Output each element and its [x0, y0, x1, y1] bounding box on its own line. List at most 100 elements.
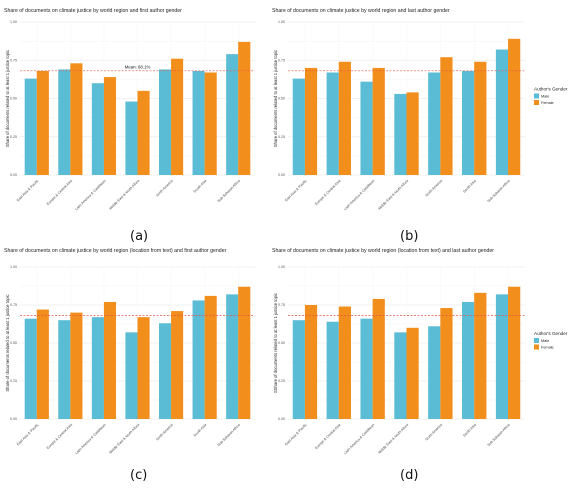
x-tick-label: East Asia & Pacific	[16, 423, 40, 447]
bar-female	[238, 41, 251, 175]
bar-female	[304, 305, 318, 419]
x-tick-label: Sub-Saharan Africa	[217, 423, 241, 447]
x-tick-label: East Asia & Pacific	[16, 179, 40, 203]
chart-title: Share of documents on climate justice by…	[272, 248, 494, 254]
mean-label: Mean: 68.1%	[125, 64, 151, 69]
bar-female	[508, 286, 521, 419]
bar-female	[204, 295, 217, 419]
bar-male	[158, 69, 172, 175]
y-tick-label: 0.75	[278, 58, 285, 62]
bar-female	[171, 311, 184, 419]
bar-female	[171, 58, 184, 175]
bar-female	[103, 77, 117, 175]
bar-male	[495, 49, 509, 175]
y-tick-label: 0.25	[278, 135, 285, 139]
bar-female	[238, 286, 251, 419]
bar-female	[137, 90, 150, 175]
y-tick-label: 0.00	[10, 417, 17, 421]
x-tick-label: Middle East & North Africa	[377, 423, 409, 455]
panel-tag-d: (d)	[400, 468, 419, 483]
x-tick-label: East Asia & Pacific	[284, 423, 308, 447]
y-axis-label: Share of documents related to at least 1…	[5, 294, 10, 391]
bar-male	[58, 69, 71, 175]
x-tick-label: South Asia	[193, 423, 208, 438]
x-tick-label: South Asia	[462, 423, 477, 438]
y-tick-label: 0.50	[10, 97, 17, 101]
y-tick-label: 1.00	[278, 265, 285, 269]
panel-tag-b: (b)	[400, 229, 419, 244]
y-tick-label: 1.00	[278, 20, 285, 24]
legend: Author's Gender Male Female	[534, 87, 568, 105]
legend-swatch-male	[534, 93, 539, 99]
bar-female	[406, 327, 419, 419]
bar-male	[226, 294, 239, 419]
x-tick-label: South Asia	[462, 179, 477, 194]
x-tick-label: Europe & Central Asia	[314, 179, 341, 206]
y-axis-label: SShare of documents related to at least …	[273, 293, 278, 393]
x-tick-label: Sub-Saharan Africa	[486, 423, 510, 447]
y-tick-label: 0.50	[278, 97, 285, 101]
bar-female	[36, 309, 49, 419]
legend-swatch-male	[534, 338, 539, 343]
bar-female	[204, 72, 217, 175]
bar-female	[338, 306, 351, 419]
chart-title: Share of documents on climate justice by…	[4, 248, 227, 254]
x-tick-label: North America	[155, 423, 174, 442]
bar-female	[103, 301, 117, 419]
y-tick-label: 0.00	[10, 173, 17, 177]
panel-tag-a: (a)	[130, 229, 149, 244]
legend-swatch-female	[534, 100, 539, 105]
x-tick-label: North America	[425, 423, 444, 442]
bar-male	[462, 70, 475, 175]
bar-male	[394, 332, 407, 419]
x-tick-label: Latin America & Caribbean	[74, 423, 106, 455]
x-tick-label: Latin America & Caribbean	[343, 179, 375, 211]
y-tick-label: 0.50	[278, 341, 285, 345]
chart-panel-3: Share of documents on climate justice by…	[272, 248, 568, 455]
bar-female	[338, 61, 351, 175]
bar-female	[70, 63, 83, 176]
legend-label-female: Female	[541, 101, 554, 105]
y-axis-label: Share of documents related to at least 1…	[273, 50, 278, 147]
bar-male	[326, 321, 339, 419]
x-tick-label: Latin America & Caribbean	[343, 423, 375, 455]
bar-male	[58, 320, 71, 419]
x-tick-label: Middle East & North Africa	[377, 179, 409, 211]
bar-male	[394, 93, 407, 175]
bar-male	[158, 323, 172, 419]
bar-female	[474, 61, 487, 175]
bar-female	[372, 67, 385, 175]
bar-female	[36, 70, 49, 175]
bar-female	[474, 292, 487, 419]
y-tick-label: 1.00	[10, 20, 17, 24]
y-axis-label: Share of documents related to at least 1…	[5, 50, 10, 147]
bar-female	[372, 298, 385, 419]
y-tick-label: 0.00	[278, 173, 285, 177]
chart-panel-1: Share of documents on climate justice by…	[272, 8, 568, 211]
bar-male	[428, 72, 441, 175]
bar-male	[292, 78, 305, 175]
bar-male	[360, 318, 373, 419]
y-tick-label: 0.50	[10, 341, 17, 345]
x-tick-label: East Asia & Pacific	[284, 179, 308, 203]
legend: Author's Gender Male Female	[534, 331, 568, 350]
x-tick-label: North America	[155, 179, 174, 198]
x-tick-label: Europe & Central Asia	[46, 423, 73, 450]
x-tick-label: Latin America & Caribbean	[74, 179, 106, 211]
bar-male	[428, 326, 441, 419]
y-tick-label: 0.75	[278, 303, 285, 307]
chart-title: Share of documents on climate justice by…	[272, 8, 450, 14]
x-tick-label: Sub-Saharan Africa	[217, 179, 241, 203]
y-tick-label: 0.75	[10, 303, 17, 307]
bar-male	[326, 72, 339, 175]
bar-male	[91, 83, 104, 175]
legend-label-female: Female	[541, 346, 554, 350]
y-tick-label: 0.00	[278, 417, 285, 421]
x-tick-label: Europe & Central Asia	[46, 179, 73, 206]
y-tick-label: 0.25	[10, 379, 17, 383]
bar-male	[125, 101, 138, 175]
legend-swatch-female	[534, 344, 539, 350]
x-tick-label: North America	[425, 179, 444, 198]
bar-female	[508, 38, 521, 175]
x-tick-label: Sub-Saharan Africa	[486, 179, 510, 203]
